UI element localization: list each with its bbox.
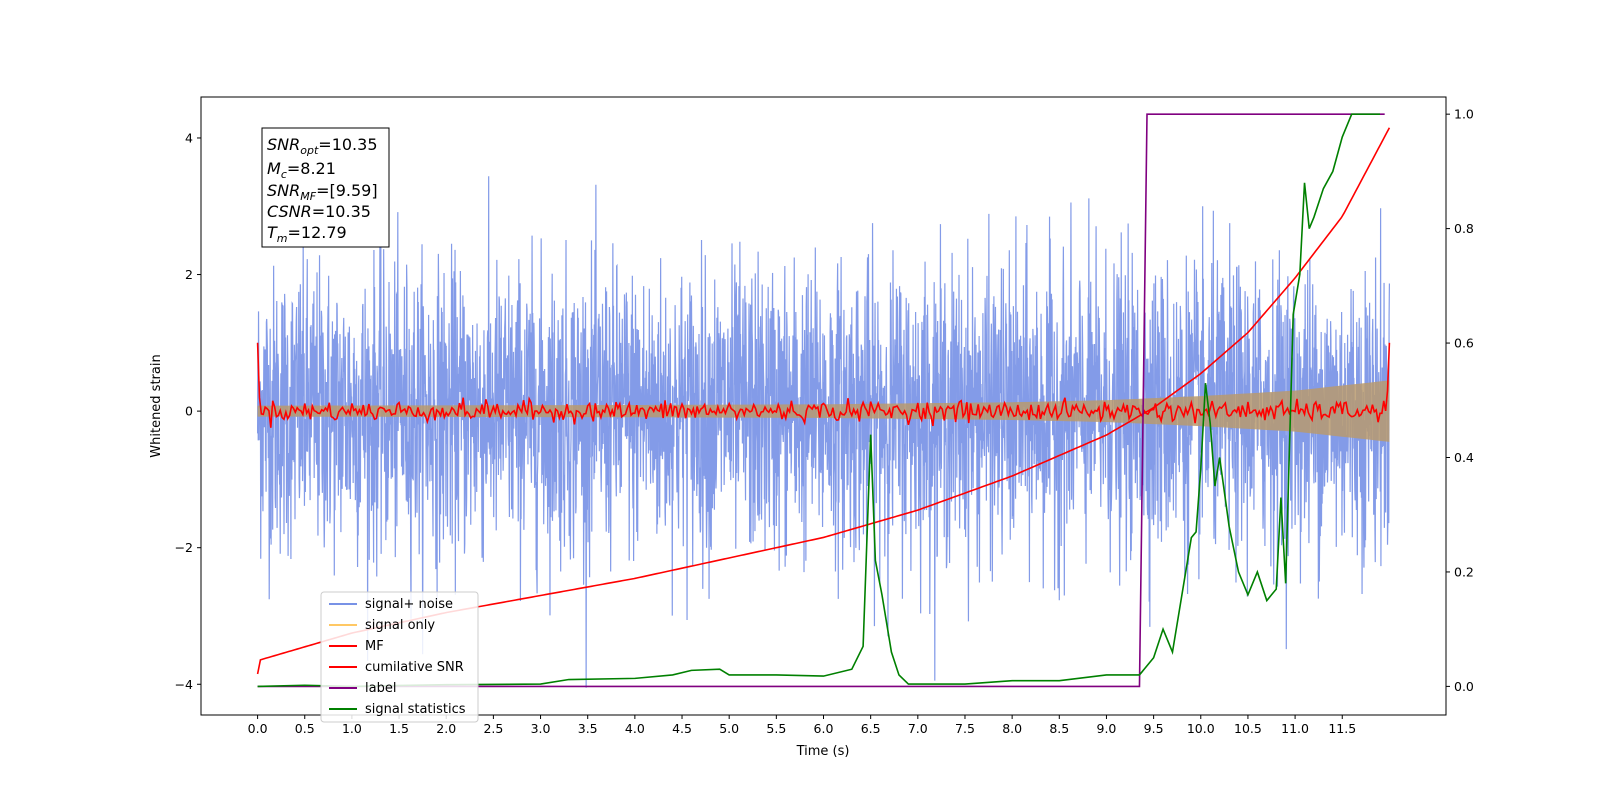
x-tick-label: 0.5 [295, 721, 315, 736]
x-tick-label: 4.5 [672, 721, 692, 736]
x-tick-label: 4.0 [625, 721, 645, 736]
legend-label-label: label [365, 681, 396, 696]
legend-label-cumulative-snr: cumilative SNR [365, 660, 464, 675]
y-tick-label-right: 0.0 [1454, 679, 1474, 694]
legend-label-signal-statistics: signal statistics [365, 702, 466, 717]
y-tick-label-left: −4 [175, 677, 193, 692]
series-mf [256, 342, 1391, 428]
x-tick-label: 8.0 [1002, 721, 1022, 736]
info-csnr: CSNR=10.35 [267, 202, 371, 221]
x-tick-label: 11.0 [1281, 721, 1309, 736]
legend: signal+ noise signal only MF cumilative … [320, 591, 479, 723]
x-tick-label: 6.5 [861, 721, 881, 736]
y-axis-label: Whitened strain [149, 354, 164, 457]
x-tick-label: 5.0 [719, 721, 739, 736]
x-tick-label: 0.0 [248, 721, 268, 736]
legend-label-signal-only: signal only [365, 618, 435, 633]
series-label [257, 113, 1385, 688]
x-tick-label: 1.5 [389, 721, 409, 736]
info-snr-mf: SNRMF=[9.59] [267, 181, 378, 203]
legend-label-mf: MF [365, 639, 384, 654]
y-tick-label-left: 2 [185, 267, 193, 282]
y-tick-label-left: −2 [175, 540, 193, 555]
y-tick-label-right: 0.6 [1454, 336, 1474, 351]
x-tick-label: 11.5 [1328, 721, 1356, 736]
y-tick-label-left: 0 [185, 404, 193, 419]
y-tick-label-right: 1.0 [1454, 107, 1474, 122]
y-tick-label-right: 0.4 [1454, 450, 1474, 465]
x-tick-label: 3.5 [578, 721, 598, 736]
info-box-frame [261, 127, 390, 248]
x-tick-label: 3.0 [531, 721, 551, 736]
x-tick-label: 2.0 [436, 721, 456, 736]
x-tick-label: 9.5 [1144, 721, 1164, 736]
info-mc: Mc=8.21 [267, 159, 336, 181]
series-signal-statistics [257, 113, 1380, 688]
x-tick-label: 5.5 [766, 721, 786, 736]
info-box: SNRopt=10.35 Mc=8.21 SNRMF=[9.59] CSNR=1… [261, 127, 390, 248]
legend-frame [320, 591, 479, 723]
x-axis-label: Time (s) [796, 744, 850, 759]
info-tm: Tm=12.79 [267, 223, 347, 245]
x-tick-label: 9.0 [1097, 721, 1117, 736]
x-tick-label: 10.5 [1234, 721, 1262, 736]
x-tick-label: 6.0 [814, 721, 834, 736]
series-signal-only [257, 380, 1390, 442]
x-tick-label: 1.0 [342, 721, 362, 736]
info-snr-opt: SNRopt=10.35 [267, 135, 378, 157]
y-tick-label-right: 0.8 [1454, 221, 1474, 236]
legend-label-signal-noise: signal+ noise [365, 597, 453, 612]
y-tick-label-left: 4 [185, 130, 193, 145]
x-tick-label: 7.0 [908, 721, 928, 736]
series-signal-noise [256, 176, 1391, 688]
x-tick-label: 10.0 [1187, 721, 1215, 736]
x-tick-label: 8.5 [1049, 721, 1069, 736]
x-tick-label: 2.5 [483, 721, 503, 736]
x-tick-label: 7.5 [955, 721, 975, 736]
y-tick-label-right: 0.2 [1454, 564, 1474, 579]
